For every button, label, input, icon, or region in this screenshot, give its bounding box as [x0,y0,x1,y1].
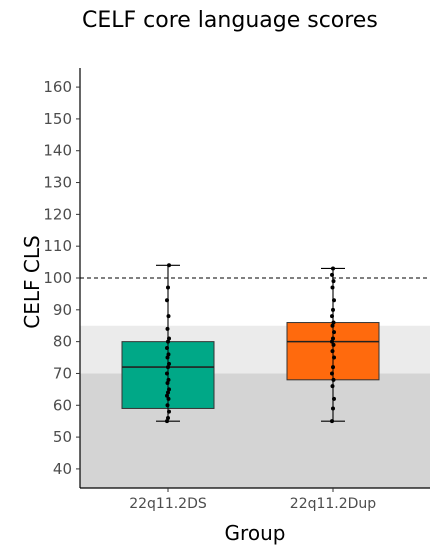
x-axis-label: Group [224,521,286,545]
data-point [166,352,171,357]
y-tick-label: 120 [43,205,72,223]
data-point [165,419,169,424]
data-point [332,298,336,303]
data-point [330,339,334,344]
data-point [165,298,169,303]
data-point [330,349,335,354]
data-point [331,377,336,382]
y-tick-label: 50 [53,428,72,446]
data-point [167,387,171,392]
data-point [165,346,169,350]
y-tick-label: 130 [43,174,72,192]
y-tick-label: 70 [53,364,72,382]
data-point [332,355,336,360]
data-point [165,403,170,408]
data-point [331,342,336,347]
data-point [166,365,170,370]
data-point [331,365,335,370]
data-point [166,314,171,319]
y-tick-label: 80 [53,333,72,351]
data-point [166,416,170,420]
data-point [167,409,171,414]
data-point [165,371,169,376]
data-point [331,279,336,284]
data-point [331,266,335,271]
data-point [165,326,170,331]
chart-title: CELF core language scores [82,8,378,33]
data-point [167,336,171,341]
data-point [165,381,170,385]
y-tick-label: 110 [43,237,72,255]
y-tick-label: 160 [43,78,72,96]
data-point [331,406,335,411]
data-point [167,263,171,268]
data-point [165,393,169,398]
data-point [166,396,171,401]
data-point [166,377,171,382]
y-tick-label: 150 [43,110,72,128]
x-tick-label: 22q11.2DS [129,496,207,512]
data-point [330,272,334,277]
data-point [166,339,170,344]
data-point [332,330,336,335]
data-point [331,320,336,325]
data-point [331,336,335,341]
y-tick-label: 90 [53,301,72,319]
y-tick-label: 60 [53,396,72,414]
y-tick-label: 140 [43,142,72,160]
data-point [330,314,334,319]
data-point [330,384,335,389]
data-point [165,355,170,360]
data-point [330,285,335,290]
y-tick-label: 100 [43,269,72,287]
data-point [166,390,170,395]
data-point [166,285,170,290]
data-point [167,361,171,366]
data-point [330,323,335,328]
data-point [330,371,334,376]
data-point [332,396,336,401]
x-tick-label: 22q11.2Dup [290,496,377,512]
data-point [330,419,334,424]
data-point [331,307,335,312]
y-tick-label: 40 [53,460,72,478]
